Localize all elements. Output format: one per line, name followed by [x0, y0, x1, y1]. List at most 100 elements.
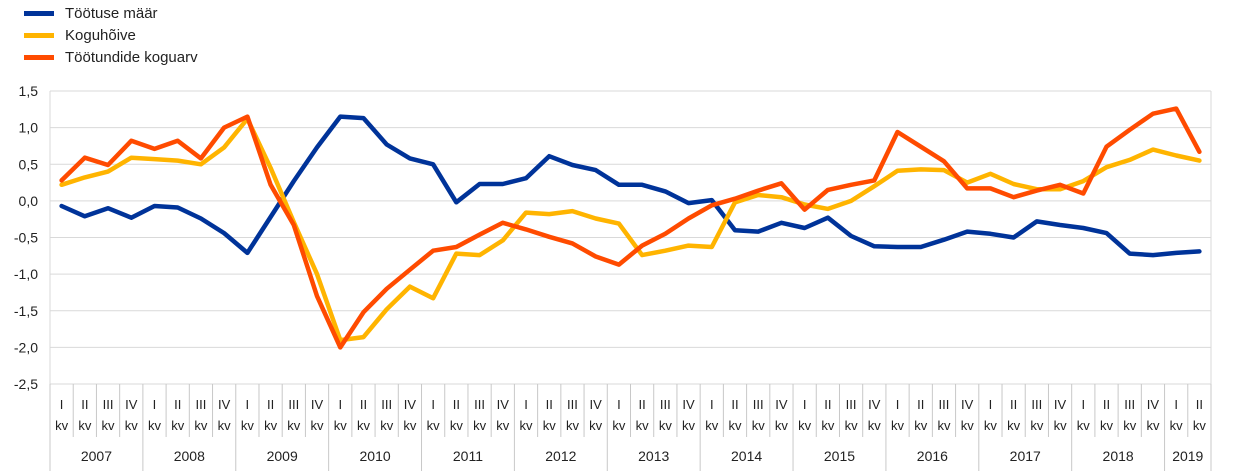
legend-item-employment: Koguhõive: [24, 24, 198, 46]
x-tick-label-quarter: III: [660, 397, 671, 412]
x-tick-label-kv: kv: [937, 418, 951, 433]
x-year-label: 2018: [1103, 448, 1134, 464]
x-tick-label-quarter: III: [939, 397, 950, 412]
x-tick-label-kv: kv: [264, 418, 278, 433]
x-tick-label-kv: kv: [1054, 418, 1068, 433]
x-tick-label-quarter: III: [846, 397, 857, 412]
y-tick-label: 0,5: [19, 156, 39, 172]
legend-swatch-employment: [24, 32, 54, 38]
x-year-label: 2019: [1172, 448, 1203, 464]
legend-label-hours: Töötundide koguarv: [65, 48, 198, 66]
x-year-label: 2007: [81, 448, 112, 464]
series-line-hours: [59, 106, 1202, 350]
x-tick-label-kv: kv: [427, 418, 441, 433]
x-tick-label-quarter: IV: [590, 397, 603, 412]
x-tick-label-kv: kv: [845, 418, 859, 433]
y-tick-label: -1,5: [14, 303, 38, 319]
x-tick-label-quarter: III: [567, 397, 578, 412]
x-tick-label-kv: kv: [798, 418, 812, 433]
legend-label-unemployment: Töötuse määr: [65, 4, 158, 22]
x-tick-label-kv: kv: [311, 418, 325, 433]
x-tick-label-quarter: I: [1174, 397, 1178, 412]
x-tick-label-quarter: III: [288, 397, 299, 412]
x-tick-label-kv: kv: [380, 418, 394, 433]
x-tick-label-quarter: II: [824, 397, 831, 412]
x-tick-label-kv: kv: [1077, 418, 1091, 433]
legend-swatch-hours: [24, 54, 54, 60]
x-year-label: 2010: [360, 448, 391, 464]
x-tick-label-kv: kv: [473, 418, 487, 433]
x-tick-label-kv: kv: [868, 418, 882, 433]
y-tick-label: -2,0: [14, 339, 38, 355]
x-tick-label-quarter: II: [81, 397, 88, 412]
x-tick-label-kv: kv: [496, 418, 510, 433]
x-tick-label-kv: kv: [1123, 418, 1137, 433]
x-tick-label-quarter: IV: [125, 397, 138, 412]
legend: Töötuse määr Koguhõive Töötundide koguar…: [24, 2, 198, 68]
x-tick-label-kv: kv: [705, 418, 719, 433]
x-tick-label-quarter: IV: [682, 397, 695, 412]
x-tick-label-quarter: I: [617, 397, 621, 412]
x-tick-label-quarter: II: [360, 397, 367, 412]
x-tick-label-kv: kv: [728, 418, 742, 433]
x-tick-label-quarter: I: [989, 397, 993, 412]
x-tick-label-quarter: II: [453, 397, 460, 412]
x-tick-label-quarter: III: [1124, 397, 1135, 412]
x-tick-label-kv: kv: [589, 418, 603, 433]
x-tick-label-kv: kv: [961, 418, 975, 433]
x-tick-label-kv: kv: [194, 418, 208, 433]
x-tick-label-kv: kv: [775, 418, 789, 433]
legend-label-employment: Koguhõive: [65, 26, 136, 44]
x-tick-label-kv: kv: [450, 418, 464, 433]
legend-swatch-unemployment: [24, 10, 54, 16]
x-tick-label-kv: kv: [218, 418, 232, 433]
x-tick-label-quarter: II: [1103, 397, 1110, 412]
x-tick-label-quarter: III: [196, 397, 207, 412]
x-tick-label-quarter: I: [803, 397, 807, 412]
x-tick-label-kv: kv: [334, 418, 348, 433]
series-line-unemployment: [59, 114, 1202, 258]
x-year-label: 2008: [174, 448, 205, 464]
x-tick-label-kv: kv: [1030, 418, 1044, 433]
x-tick-label-kv: kv: [612, 418, 626, 433]
x-tick-label-kv: kv: [1170, 418, 1184, 433]
x-tick-label-quarter: II: [731, 397, 738, 412]
x-year-label: 2017: [1010, 448, 1041, 464]
x-year-label: 2011: [453, 448, 483, 464]
x-year-label: 2012: [545, 448, 576, 464]
x-tick-label-quarter: IV: [1054, 397, 1067, 412]
x-tick-label-quarter: II: [638, 397, 645, 412]
x-tick-label-quarter: IV: [961, 397, 974, 412]
y-tick-label: -0,5: [14, 230, 38, 246]
x-tick-label-kv: kv: [984, 418, 998, 433]
x-tick-label-kv: kv: [102, 418, 116, 433]
x-tick-label-quarter: I: [896, 397, 900, 412]
x-tick-label-quarter: III: [1031, 397, 1042, 412]
x-year-label: 2015: [824, 448, 855, 464]
x-tick-label-quarter: IV: [1147, 397, 1160, 412]
y-tick-label: 0,0: [19, 193, 39, 209]
x-tick-label-kv: kv: [55, 418, 69, 433]
y-tick-label: 1,0: [19, 120, 39, 136]
x-tick-label-quarter: IV: [775, 397, 788, 412]
y-tick-label: -2,5: [14, 376, 38, 392]
x-tick-label-quarter: II: [1010, 397, 1017, 412]
x-tick-label-quarter: III: [381, 397, 392, 412]
x-tick-label-kv: kv: [171, 418, 185, 433]
x-tick-label-kv: kv: [125, 418, 139, 433]
x-tick-label-quarter: III: [474, 397, 485, 412]
x-tick-label-quarter: I: [1081, 397, 1085, 412]
x-tick-label-quarter: I: [246, 397, 250, 412]
x-tick-label-kv: kv: [148, 418, 162, 433]
legend-item-hours: Töötundide koguarv: [24, 46, 198, 68]
x-tick-label-quarter: III: [103, 397, 114, 412]
legend-item-unemployment: Töötuse määr: [24, 2, 198, 24]
x-year-label: 2009: [267, 448, 298, 464]
x-tick-label-quarter: I: [710, 397, 714, 412]
x-tick-label-kv: kv: [1100, 418, 1114, 433]
x-tick-label-kv: kv: [520, 418, 534, 433]
x-tick-label-quarter: II: [174, 397, 181, 412]
x-tick-label-kv: kv: [1193, 418, 1207, 433]
x-tick-label-kv: kv: [403, 418, 417, 433]
x-tick-label-kv: kv: [1146, 418, 1160, 433]
